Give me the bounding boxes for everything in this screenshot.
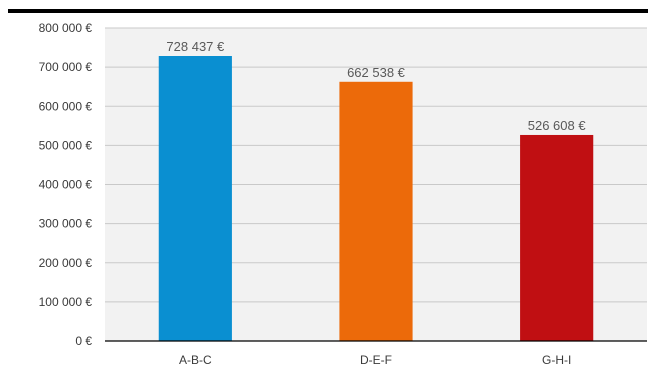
y-tick-label: 600 000 € [39,99,93,113]
x-axis-tick-labels: A-B-C D-E-F G-H-I [179,353,571,367]
top-border-line [8,9,648,13]
x-tick-label: D-E-F [360,353,392,367]
bar-g-h-i [520,134,594,341]
x-tick-label: A-B-C [179,353,212,367]
y-tick-label: 100 000 € [39,295,93,309]
y-tick-label: 700 000 € [39,60,93,74]
data-labels: 728 437 € 662 538 € 526 608 € [166,39,586,133]
y-tick-label: 300 000 € [39,217,93,231]
bars [158,55,594,341]
data-label: 526 608 € [528,118,587,133]
y-tick-label: 0 € [75,334,92,348]
y-tick-label: 500 000 € [39,138,93,152]
y-tick-label: 200 000 € [39,256,93,270]
y-axis-tick-labels: 0 € 100 000 € 200 000 € 300 000 € 400 000 € 5… [39,21,93,348]
bar-d-e-f [339,81,413,341]
data-label: 728 437 € [166,39,225,54]
y-tick-label: 400 000 € [39,178,93,192]
x-tick-label: G-H-I [542,353,571,367]
data-label: 662 538 € [347,65,406,80]
y-tick-label: 800 000 € [39,21,93,35]
bar-a-b-c [158,55,232,341]
